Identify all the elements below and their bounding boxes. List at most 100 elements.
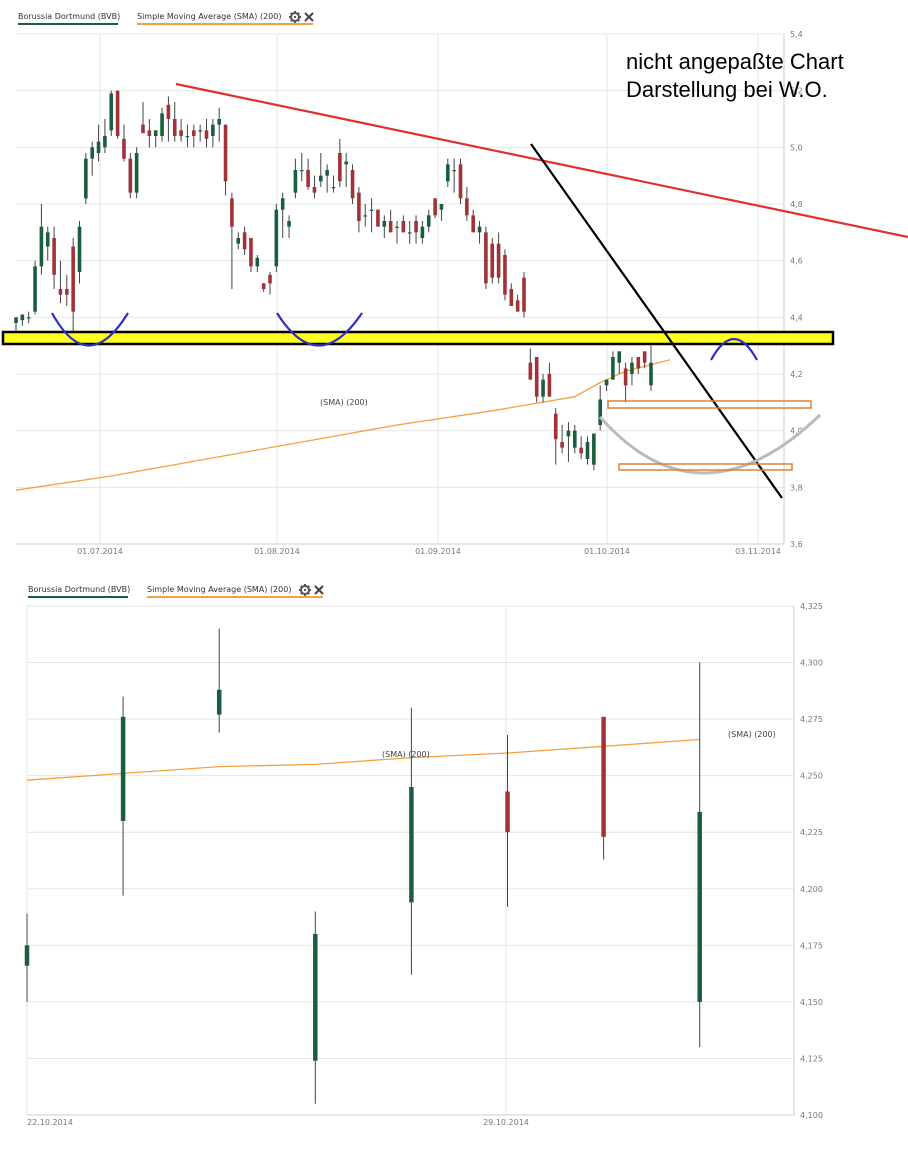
candle	[255, 255, 260, 272]
candle	[630, 357, 634, 386]
candle	[312, 175, 317, 199]
close-icon[interactable]	[314, 585, 324, 595]
candle	[147, 119, 152, 148]
candle-body	[452, 170, 456, 172]
candle-body	[160, 113, 164, 136]
candle-body	[134, 153, 139, 193]
bottom-legend: Borussia Dortmund (BVB) Simple Moving Av…	[28, 584, 324, 598]
candle-body	[573, 430, 577, 448]
legend-series-label-2[interactable]: Borussia Dortmund (BVB)	[28, 585, 130, 594]
candle-body	[363, 215, 368, 217]
gear-icon[interactable]	[299, 584, 311, 596]
candle	[211, 119, 215, 148]
candle	[33, 260, 37, 315]
candle-body	[458, 164, 463, 199]
sma-line	[26, 738, 700, 781]
candle	[319, 153, 323, 187]
legend-indicator-label[interactable]: Simple Moving Average (SMA) (200)	[137, 12, 281, 21]
candle-body	[71, 246, 75, 312]
candle	[204, 119, 209, 148]
candle	[465, 187, 469, 221]
x-tick-label: 01.10.2014	[584, 547, 630, 556]
candle-body	[649, 362, 653, 386]
candle-body	[331, 187, 336, 189]
x-tick-label: 29.10.2014	[483, 1118, 529, 1127]
candle	[623, 362, 628, 403]
y-tick-label: 4,250	[800, 772, 823, 781]
y-tick-label: 4,100	[800, 1111, 823, 1120]
y-tick-label: 3,8	[790, 483, 803, 492]
candle-body	[103, 136, 107, 148]
y-tick-label: 4,0	[790, 427, 803, 436]
candle-body	[592, 433, 596, 465]
candle	[249, 238, 253, 272]
candle-body	[230, 198, 234, 227]
candle	[230, 192, 234, 289]
candle-body	[319, 175, 323, 182]
candle	[77, 221, 82, 284]
upper-box	[607, 400, 812, 409]
candle	[172, 102, 177, 142]
candle	[216, 628, 222, 733]
candle	[293, 158, 298, 199]
candle	[65, 274, 69, 306]
candle	[128, 153, 133, 199]
candle	[452, 158, 456, 193]
candle-body	[547, 374, 552, 397]
candle	[585, 436, 590, 465]
candle-body	[528, 362, 533, 380]
candle	[611, 351, 615, 380]
candle	[122, 124, 126, 162]
candle	[528, 348, 533, 380]
bottom-chart-axes: 4,325 4,300 4,275 4,250 4,225 4,200 4,175 4,150…	[27, 602, 823, 1127]
candle-body	[630, 362, 634, 374]
x-tick-label: 03.11.2014	[735, 547, 781, 556]
x-tick-label: 01.09.2014	[415, 547, 461, 556]
candle	[134, 147, 139, 199]
candle	[287, 215, 291, 238]
legend-series-label[interactable]: Borussia Dortmund (BVB)	[18, 12, 120, 21]
candle	[446, 158, 450, 187]
candle-body	[465, 198, 469, 216]
candle	[426, 209, 431, 233]
candle-body	[223, 124, 228, 182]
y-tick-label: 4,300	[800, 659, 823, 668]
y-tick-label: 4,225	[800, 828, 823, 837]
candle-body	[636, 357, 641, 369]
candle-body	[299, 170, 304, 172]
candle	[471, 209, 475, 233]
candle	[458, 158, 463, 204]
candle-body	[553, 413, 558, 440]
candle	[141, 102, 145, 134]
candle-body	[217, 119, 221, 125]
candle-body	[338, 153, 342, 182]
candle	[522, 272, 526, 318]
candle	[534, 357, 539, 403]
candle	[484, 226, 488, 289]
candle	[331, 175, 336, 193]
candle	[573, 425, 577, 454]
candle-body	[14, 317, 18, 323]
candle-body	[90, 147, 94, 159]
gear-icon[interactable]	[289, 11, 301, 23]
candle-body	[344, 161, 348, 165]
y-tick-label: 4,6	[790, 257, 803, 266]
y-tick-label: 4,275	[800, 715, 823, 724]
candle	[160, 107, 164, 142]
candle	[636, 357, 641, 374]
y-tick-label: 4,4	[790, 313, 803, 322]
legend-indicator-label-2[interactable]: Simple Moving Average (SMA) (200)	[147, 585, 291, 594]
y-tick-label: 4,125	[800, 1054, 823, 1063]
candle	[268, 272, 272, 295]
candle-body	[255, 257, 260, 267]
close-icon[interactable]	[304, 12, 314, 22]
candle	[306, 158, 310, 190]
candle	[274, 204, 279, 272]
candle-body	[192, 130, 196, 136]
candle-body	[604, 379, 609, 386]
cup-arc	[598, 413, 822, 475]
candle	[547, 362, 552, 397]
candle	[414, 215, 418, 244]
candle-body	[611, 357, 615, 380]
